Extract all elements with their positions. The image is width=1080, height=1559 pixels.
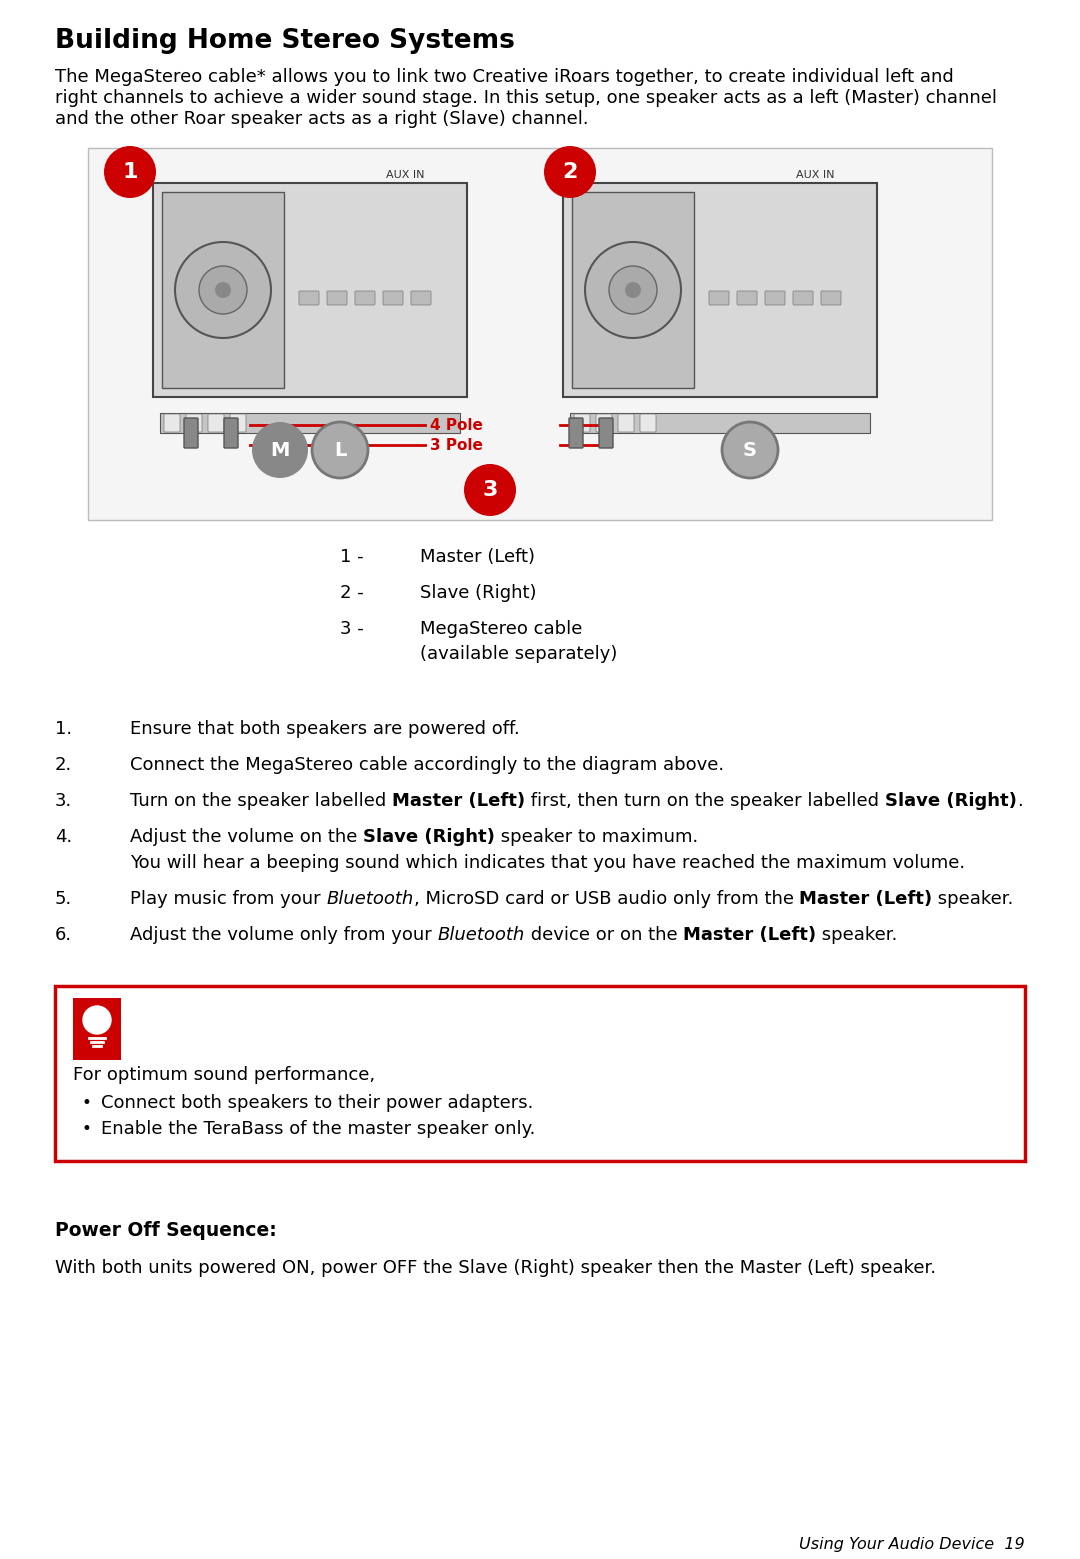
- FancyBboxPatch shape: [327, 292, 347, 306]
- FancyBboxPatch shape: [618, 415, 634, 432]
- Circle shape: [199, 267, 247, 313]
- FancyBboxPatch shape: [572, 192, 694, 388]
- FancyBboxPatch shape: [569, 418, 583, 447]
- Text: The MegaStereo cable* allows you to link two Creative iRoars together, to create: The MegaStereo cable* allows you to link…: [55, 69, 954, 86]
- FancyBboxPatch shape: [153, 182, 467, 398]
- Text: Adjust the volume only from your: Adjust the volume only from your: [130, 926, 437, 945]
- Text: Turn on the speaker labelled: Turn on the speaker labelled: [130, 792, 392, 811]
- Circle shape: [464, 465, 516, 516]
- Text: •: •: [81, 1119, 91, 1138]
- FancyBboxPatch shape: [596, 415, 612, 432]
- Text: Slave (Right): Slave (Right): [363, 828, 495, 847]
- Text: L: L: [334, 441, 347, 460]
- Text: Bluetooth: Bluetooth: [437, 926, 525, 945]
- Text: speaker.: speaker.: [932, 890, 1014, 907]
- Text: Play music from your: Play music from your: [130, 890, 326, 907]
- Text: Slave (Right): Slave (Right): [420, 585, 537, 602]
- Circle shape: [312, 422, 368, 479]
- Text: 4 Pole: 4 Pole: [430, 418, 483, 432]
- Circle shape: [723, 422, 778, 479]
- Text: S: S: [743, 441, 757, 460]
- FancyBboxPatch shape: [73, 998, 121, 1060]
- Text: right channels to achieve a wider sound stage. In this setup, one speaker acts a: right channels to achieve a wider sound …: [55, 89, 997, 108]
- Text: speaker to maximum.: speaker to maximum.: [495, 828, 699, 847]
- Text: M: M: [270, 441, 289, 460]
- Text: Master (Left): Master (Left): [799, 890, 932, 907]
- Text: Master (Left): Master (Left): [684, 926, 816, 945]
- Text: AUX IN: AUX IN: [386, 170, 424, 179]
- Text: Power Off Sequence:: Power Off Sequence:: [55, 1221, 276, 1239]
- Text: Enable the TeraBass of the master speaker only.: Enable the TeraBass of the master speake…: [102, 1119, 536, 1138]
- Text: Master (Left): Master (Left): [420, 549, 535, 566]
- FancyBboxPatch shape: [162, 192, 284, 388]
- Circle shape: [83, 1006, 111, 1034]
- FancyBboxPatch shape: [563, 182, 877, 398]
- Text: 6.: 6.: [55, 926, 72, 945]
- FancyBboxPatch shape: [87, 148, 993, 521]
- Text: 3 -: 3 -: [340, 620, 364, 638]
- Text: You will hear a beeping sound which indicates that you have reached the maximum : You will hear a beeping sound which indi…: [130, 854, 966, 871]
- Text: and the other Roar speaker acts as a right (Slave) channel.: and the other Roar speaker acts as a rig…: [55, 111, 589, 128]
- FancyBboxPatch shape: [230, 415, 246, 432]
- Text: 2 -: 2 -: [340, 585, 364, 602]
- Text: MegaStereo cable
(available separately): MegaStereo cable (available separately): [420, 620, 618, 663]
- Text: speaker.: speaker.: [816, 926, 897, 945]
- Text: For optimum sound performance,: For optimum sound performance,: [73, 1066, 375, 1084]
- Text: Connect the MegaStereo cable accordingly to the diagram above.: Connect the MegaStereo cable accordingly…: [130, 756, 724, 773]
- Circle shape: [175, 242, 271, 338]
- FancyBboxPatch shape: [708, 292, 729, 306]
- FancyBboxPatch shape: [411, 292, 431, 306]
- FancyBboxPatch shape: [570, 413, 870, 433]
- Text: AUX IN: AUX IN: [796, 170, 834, 179]
- Text: Ensure that both speakers are powered off.: Ensure that both speakers are powered of…: [130, 720, 519, 737]
- Text: 5.: 5.: [55, 890, 72, 907]
- Text: With both units powered ON, power OFF the Slave (Right) speaker then the Master : With both units powered ON, power OFF th…: [55, 1260, 936, 1277]
- FancyBboxPatch shape: [55, 985, 1025, 1161]
- FancyBboxPatch shape: [299, 292, 319, 306]
- Text: 1.: 1.: [55, 720, 72, 737]
- Text: 2: 2: [563, 162, 578, 182]
- Text: 3: 3: [483, 480, 498, 500]
- FancyBboxPatch shape: [765, 292, 785, 306]
- Text: 1 -: 1 -: [340, 549, 364, 566]
- Text: 3 Pole: 3 Pole: [430, 438, 483, 452]
- FancyBboxPatch shape: [160, 413, 460, 433]
- Text: Using Your Audio Device  19: Using Your Audio Device 19: [799, 1537, 1025, 1553]
- FancyBboxPatch shape: [573, 415, 590, 432]
- Text: Connect both speakers to their power adapters.: Connect both speakers to their power ada…: [102, 1094, 534, 1112]
- Circle shape: [625, 282, 642, 298]
- Text: 4.: 4.: [55, 828, 72, 847]
- FancyBboxPatch shape: [208, 415, 224, 432]
- FancyBboxPatch shape: [164, 415, 180, 432]
- Text: device or on the: device or on the: [525, 926, 684, 945]
- Circle shape: [215, 282, 231, 298]
- Text: Adjust the volume on the: Adjust the volume on the: [130, 828, 363, 847]
- FancyBboxPatch shape: [383, 292, 403, 306]
- FancyBboxPatch shape: [355, 292, 375, 306]
- FancyBboxPatch shape: [186, 415, 202, 432]
- Text: 2.: 2.: [55, 756, 72, 773]
- Circle shape: [544, 147, 596, 198]
- Text: Bluetooth: Bluetooth: [326, 890, 414, 907]
- FancyBboxPatch shape: [224, 418, 238, 447]
- Circle shape: [609, 267, 657, 313]
- Text: Slave (Right): Slave (Right): [885, 792, 1016, 811]
- FancyBboxPatch shape: [599, 418, 613, 447]
- Text: 1: 1: [122, 162, 138, 182]
- FancyBboxPatch shape: [737, 292, 757, 306]
- FancyBboxPatch shape: [793, 292, 813, 306]
- Circle shape: [104, 147, 156, 198]
- FancyBboxPatch shape: [184, 418, 198, 447]
- Text: .: .: [1016, 792, 1023, 811]
- Circle shape: [585, 242, 681, 338]
- Circle shape: [252, 422, 308, 479]
- Text: first, then turn on the speaker labelled: first, then turn on the speaker labelled: [525, 792, 885, 811]
- Text: 3.: 3.: [55, 792, 72, 811]
- Text: Master (Left): Master (Left): [392, 792, 525, 811]
- Text: •: •: [81, 1094, 91, 1112]
- FancyBboxPatch shape: [821, 292, 841, 306]
- Text: , MicroSD card or USB audio only from the: , MicroSD card or USB audio only from th…: [414, 890, 799, 907]
- Text: Building Home Stereo Systems: Building Home Stereo Systems: [55, 28, 515, 55]
- FancyBboxPatch shape: [640, 415, 656, 432]
